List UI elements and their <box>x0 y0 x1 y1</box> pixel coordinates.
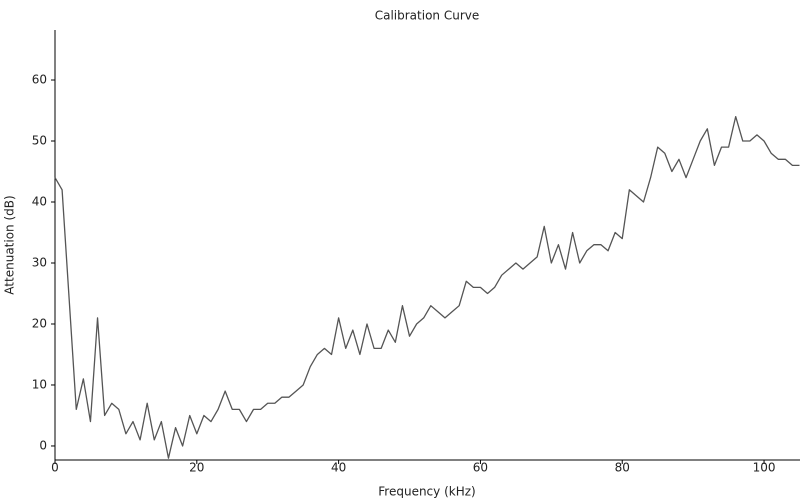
x-tick-label: 0 <box>51 461 59 475</box>
y-tick-label: 30 <box>32 255 47 269</box>
y-tick-label: 20 <box>32 316 47 330</box>
x-tick-label: 40 <box>331 461 346 475</box>
y-axis-label: Attenuation (dB) <box>3 195 17 294</box>
y-tick-label: 0 <box>39 438 47 452</box>
x-tick-label: 100 <box>753 461 776 475</box>
x-tick-label: 60 <box>473 461 488 475</box>
chart-title: Calibration Curve <box>375 9 480 23</box>
y-tick-label: 60 <box>32 73 47 87</box>
data-line <box>54 115 800 459</box>
x-tick-label: 80 <box>615 461 630 475</box>
x-axis-label: Frequency (kHz) <box>378 485 475 499</box>
x-tick-label: 20 <box>189 461 204 475</box>
y-tick-label: 10 <box>32 377 47 391</box>
y-tick-label: 40 <box>32 195 47 209</box>
y-tick-label: 50 <box>32 134 47 148</box>
